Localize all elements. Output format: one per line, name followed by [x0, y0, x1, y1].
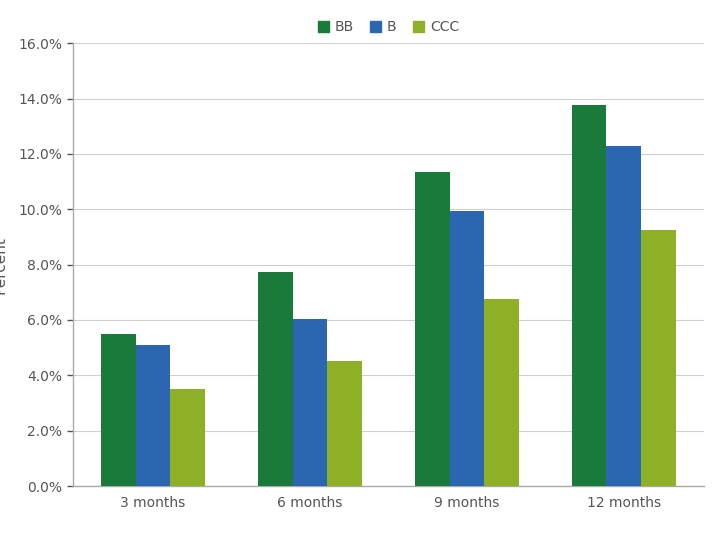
Bar — [606, 146, 641, 486]
Bar — [102, 334, 136, 486]
Bar — [572, 105, 606, 486]
Bar — [641, 230, 675, 486]
Bar — [327, 361, 362, 486]
Bar — [484, 299, 518, 486]
Bar — [171, 389, 205, 486]
Legend: BB, B, CCC: BB, B, CCC — [312, 15, 465, 40]
Bar — [293, 319, 327, 486]
Bar — [258, 272, 293, 486]
Y-axis label: Percent: Percent — [0, 235, 7, 294]
Bar — [136, 345, 171, 486]
Bar — [449, 211, 484, 486]
Bar — [415, 172, 449, 486]
